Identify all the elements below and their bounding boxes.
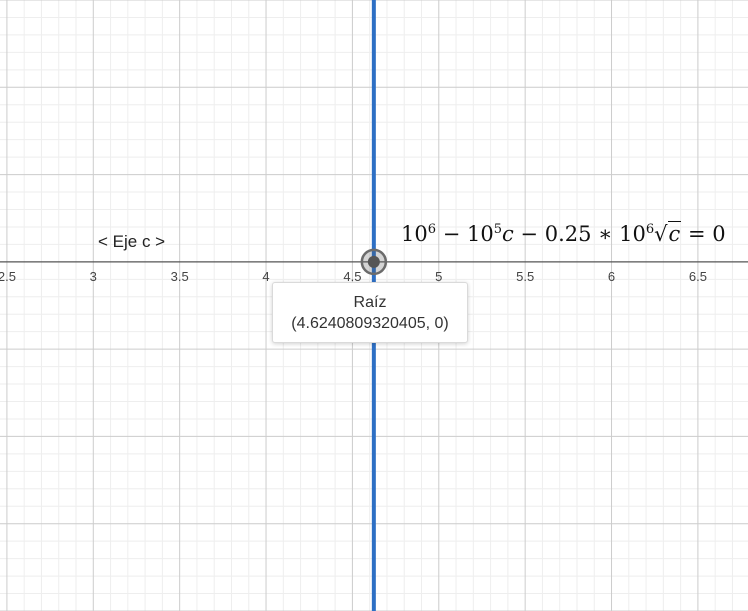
x-tick-label: 2.5 <box>0 269 16 284</box>
eq-rhs: 0 <box>712 222 726 246</box>
eq-exp-c: 6 <box>645 222 655 237</box>
eq-exp-b: 5 <box>493 222 502 237</box>
x-tick-label: 4.5 <box>343 269 361 284</box>
x-axis-name: < Eje c > <box>98 232 166 251</box>
x-tick-label: 5.5 <box>516 269 534 284</box>
x-tick-label: 3.5 <box>171 269 189 284</box>
root-point <box>367 255 380 268</box>
x-tick-label: 6 <box>608 269 615 284</box>
x-tick-label: 4 <box>262 269 269 284</box>
eq-term-b: 10 <box>466 222 494 246</box>
eq-exp-a: 6 <box>427 222 437 237</box>
tooltip-title: Raíz <box>353 294 387 311</box>
x-tick-label: 5 <box>435 269 442 284</box>
eq-term-c: 10 <box>619 222 646 246</box>
tooltip-coords: (4.6240809320405, 0) <box>291 315 449 332</box>
equation-label: 106 − 105c − 0.25 ∗ 106√c = 0 <box>401 221 726 246</box>
x-tick-label: 3 <box>90 269 97 284</box>
eq-term-a: 10 <box>401 222 428 246</box>
x-tick-label: 6.5 <box>689 269 707 284</box>
root-point-ring <box>360 248 388 276</box>
eq-coef: 0.25 <box>544 222 592 246</box>
root-tooltip: Raíz (4.6240809320405, 0) <box>272 282 468 343</box>
